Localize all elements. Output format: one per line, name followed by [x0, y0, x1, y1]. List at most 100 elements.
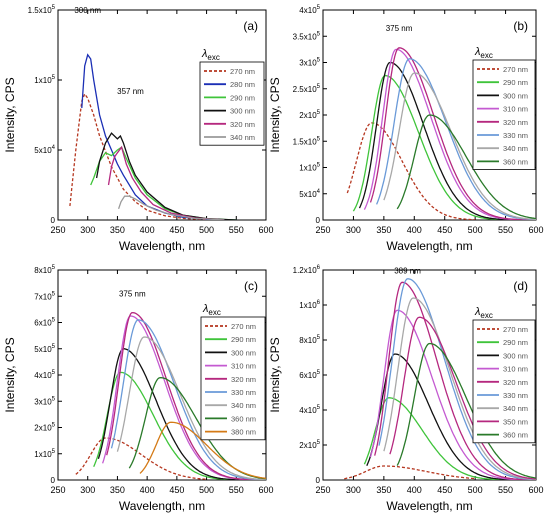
legend-entry-label: 270 nm [231, 322, 256, 331]
y-axis-label: Intensity, CPS [3, 337, 17, 412]
legend: λexc 270 nm 290 nm 300 nm 310 nm 320 nm 330 nm… [472, 306, 536, 444]
legend-entry-label: 270 nm [503, 325, 528, 334]
x-tick-label: 550 [498, 485, 513, 495]
series-line-300-nm [95, 132, 237, 220]
y-tick-label: 2x105 [299, 440, 320, 450]
x-tick-label: 350 [110, 485, 125, 495]
y-tick-label: 7x105 [34, 291, 55, 301]
y-tick-label: 8x105 [34, 265, 55, 275]
x-tick-label: 500 [468, 485, 483, 495]
series-line-380-nm [139, 421, 266, 480]
y-tick-label: 4x105 [34, 370, 55, 380]
series-line-320-nm [107, 145, 225, 220]
x-tick-label: 550 [229, 485, 244, 495]
x-tick-label: 250 [50, 225, 65, 235]
y-tick-label: 8x105 [299, 335, 320, 345]
legend-entry-label: 350 nm [503, 417, 528, 426]
y-tick-label: 4x105 [299, 5, 320, 15]
legend-entry-label: 300 nm [231, 348, 256, 357]
x-tick-label: 400 [140, 485, 155, 495]
y-tick-label: 1.2x106 [293, 265, 321, 275]
y-tick-label: 5x104 [299, 189, 320, 199]
x-tick-label: 350 [110, 225, 125, 235]
x-tick-label: 250 [315, 225, 330, 235]
y-tick-label: 2x105 [34, 423, 55, 433]
series-line-300-nm [366, 353, 512, 480]
legend-entry-label: 270 nm [230, 67, 255, 76]
legend-title: λexc [474, 306, 493, 320]
legend-entry-label: 340 nm [503, 404, 528, 413]
legend-entry-label: 360 nm [503, 157, 528, 166]
x-tick-label: 450 [437, 485, 452, 495]
x-tick-label: 400 [407, 225, 422, 235]
legend-entry-label: 290 nm [231, 335, 256, 344]
legend-entry-label: 310 nm [503, 365, 528, 374]
y-tick-label: 1x105 [299, 163, 320, 173]
y-tick-label: 3x105 [299, 58, 320, 68]
y-tick-label: 6x105 [299, 370, 320, 380]
x-tick-label: 300 [80, 225, 95, 235]
legend-entry-label: 340 nm [230, 133, 255, 142]
legend-entry-label: 330 nm [503, 391, 528, 400]
y-tick-label: 3.5x105 [293, 31, 321, 41]
series-line-310-nm [363, 48, 524, 220]
y-tick-label: 2.5x105 [293, 84, 321, 94]
panel-label: (d) [513, 279, 528, 293]
series-line-320-nm [369, 47, 530, 220]
legend-entry-label: 270 nm [503, 65, 528, 74]
legend-entry-label: 310 nm [231, 362, 256, 371]
legend-box [199, 61, 265, 146]
legend-entry-label: 300 nm [503, 91, 528, 100]
legend-entry-label: 280 nm [230, 80, 255, 89]
series-line-340-nm [383, 72, 536, 220]
y-tick-label: 1x106 [299, 300, 320, 310]
y-tick-label: 3x105 [34, 396, 55, 406]
y-tick-label: 1x105 [34, 75, 55, 85]
x-tick-label: 450 [437, 225, 452, 235]
series-line-320-nm [374, 281, 530, 480]
x-tick-label: 450 [169, 225, 184, 235]
legend-entry-label: 380 nm [231, 428, 256, 437]
y-tick-label: 6x105 [34, 318, 55, 328]
legend-entry-label: 290 nm [230, 93, 255, 102]
y-tick-label: 4x105 [299, 405, 320, 415]
y-tick-label: 5x105 [34, 344, 55, 354]
legend: λexc 270 nm 280 nm 290 nm 300 nm 320 nm 340 nm [199, 48, 265, 146]
series-line-350-nm [389, 316, 536, 480]
series-line-330-nm [378, 278, 536, 480]
series-line-300-nm [97, 348, 243, 480]
x-tick-label: 250 [315, 485, 330, 495]
series-line-270-nm [346, 122, 476, 220]
series-line-270-nm [344, 465, 475, 480]
x-axis-label: Wavelength, nm [119, 239, 205, 253]
peak-annotation: 300 nm [74, 6, 101, 15]
x-tick-label: 550 [498, 225, 513, 235]
series-line-310-nm [369, 309, 524, 480]
legend: λexc 270 nm 290 nm 300 nm 310 nm 320 nm 330 nm… [200, 303, 266, 441]
legend-entry-label: 340 nm [231, 401, 256, 410]
y-tick-label: 0 [316, 216, 321, 225]
series-line-340-nm [117, 195, 225, 220]
x-axis-label: Wavelength, nm [119, 499, 205, 513]
legend-entry-label: 320 nm [503, 378, 528, 387]
x-axis-label: Wavelength, nm [386, 499, 472, 513]
y-tick-label: 1x105 [34, 449, 55, 459]
series-line-340-nm [116, 336, 266, 480]
y-tick-label: 1.5x105 [28, 5, 56, 15]
x-tick-label: 500 [199, 225, 214, 235]
legend-title: λexc [201, 48, 220, 62]
x-tick-label: 300 [346, 225, 361, 235]
panel-label: (b) [513, 19, 528, 33]
x-tick-label: 400 [140, 225, 155, 235]
series-line-360-nm [396, 342, 536, 479]
x-tick-label: 350 [376, 485, 391, 495]
x-tick-label: 500 [468, 225, 483, 235]
x-tick-label: 550 [229, 225, 244, 235]
x-axis-label: Wavelength, nm [386, 239, 472, 253]
legend-entry-label: 360 nm [503, 431, 528, 440]
legend-box [200, 316, 266, 441]
x-tick-label: 400 [407, 485, 422, 495]
y-tick-label: 2x105 [299, 110, 320, 120]
legend-entry-label: 320 nm [231, 375, 256, 384]
